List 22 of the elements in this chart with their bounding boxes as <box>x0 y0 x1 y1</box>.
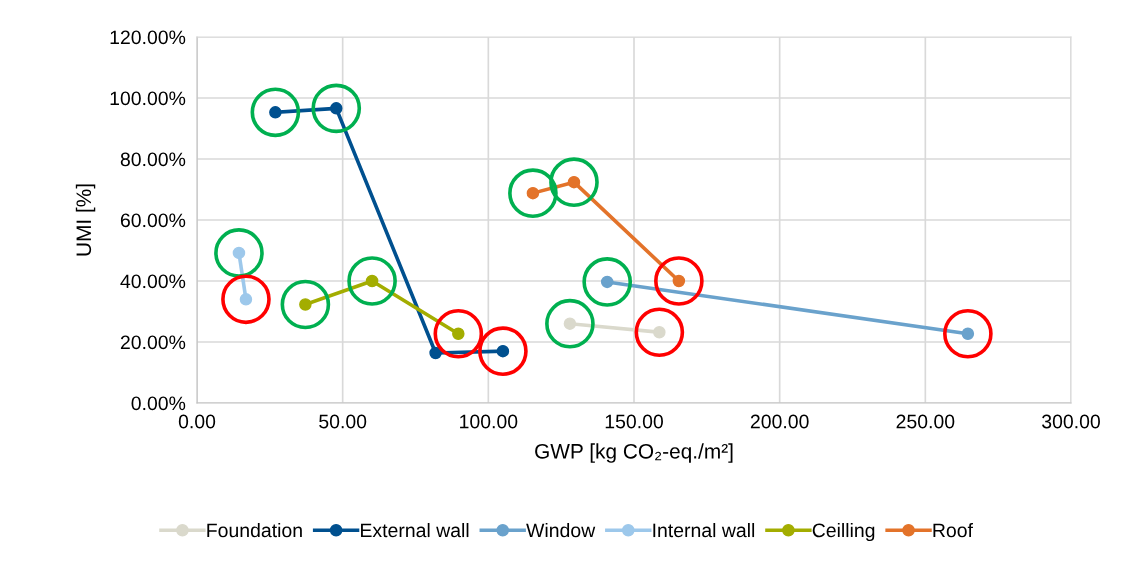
y-tick-label: 80.00% <box>120 152 186 167</box>
y-tick-label: 0.00% <box>131 396 186 411</box>
x-tick-label: 0.00 <box>178 414 216 429</box>
x-tick-label: 100.00 <box>460 414 518 429</box>
x-tick-label: 50.00 <box>319 414 367 429</box>
y-tick-label: 100.00% <box>110 91 186 106</box>
y-axis-title: UMI [%] <box>75 184 96 256</box>
legend-label: Internal wall <box>653 522 755 538</box>
legend-label: Ceilling <box>812 522 875 542</box>
y-tick-label: 120.00% <box>110 30 186 45</box>
legend-label: Window <box>526 522 596 538</box>
legend-label: Roof <box>933 523 973 538</box>
y-tick-label: 60.00% <box>120 213 186 228</box>
y-tick-label: 40.00% <box>120 274 186 289</box>
legend-label: External wall <box>361 522 469 538</box>
x-tick-label: 150.00 <box>605 414 663 429</box>
legend-label: Foundation <box>207 522 302 538</box>
x-axis-title: GWP [kg CO₂-eq./m²] <box>535 443 733 463</box>
x-tick-label: 300.00 <box>1042 414 1100 429</box>
y-tick-label: 20.00% <box>120 335 186 350</box>
x-tick-label: 250.00 <box>896 414 955 429</box>
x-tick-label: 200.00 <box>750 414 809 429</box>
